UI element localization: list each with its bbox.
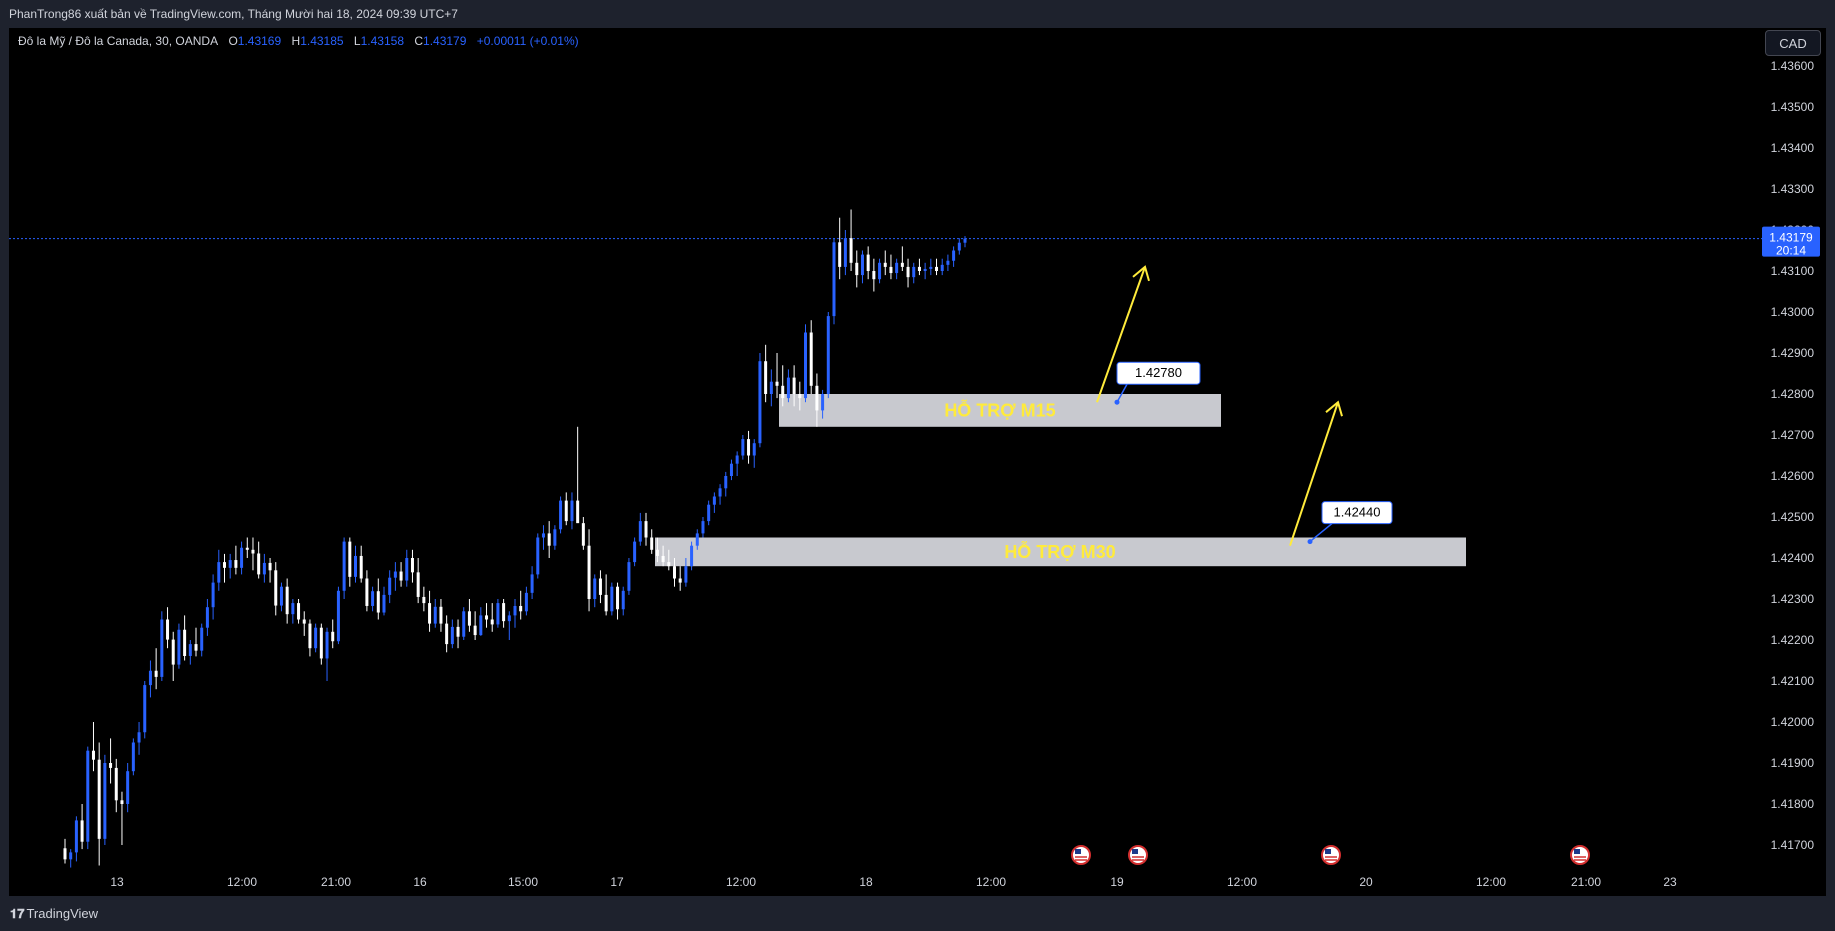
tradingview-logo[interactable]: 𝟏𝟕 TradingView (10, 906, 98, 922)
close-value: 1.43179 (423, 34, 467, 48)
chart-area[interactable] (9, 28, 1826, 896)
tradingview-brand: TradingView (26, 906, 99, 921)
publish-header: PhanTrong86 xuất bản về TradingView.com,… (0, 0, 1835, 28)
close-label: C (414, 34, 424, 48)
change-value: +0.00011 (+0.01%) (476, 34, 579, 48)
ohlc-legend: Đô la Mỹ / Đô la Canada, 30, OANDA O1.43… (18, 34, 579, 48)
currency-button[interactable]: CAD (1765, 30, 1821, 56)
symbol-label: Đô la Mỹ / Đô la Canada, 30, OANDA (18, 34, 219, 48)
low-value: 1.43158 (360, 34, 404, 48)
footer-bar: 𝟏𝟕 TradingView (0, 896, 1835, 931)
tradingview-logo-icon: 𝟏𝟕 (10, 906, 25, 921)
high-label: H (291, 34, 301, 48)
low-label: L (353, 34, 361, 48)
open-label: O (228, 34, 238, 48)
open-value: 1.43169 (237, 34, 282, 48)
high-value: 1.43185 (300, 34, 344, 48)
